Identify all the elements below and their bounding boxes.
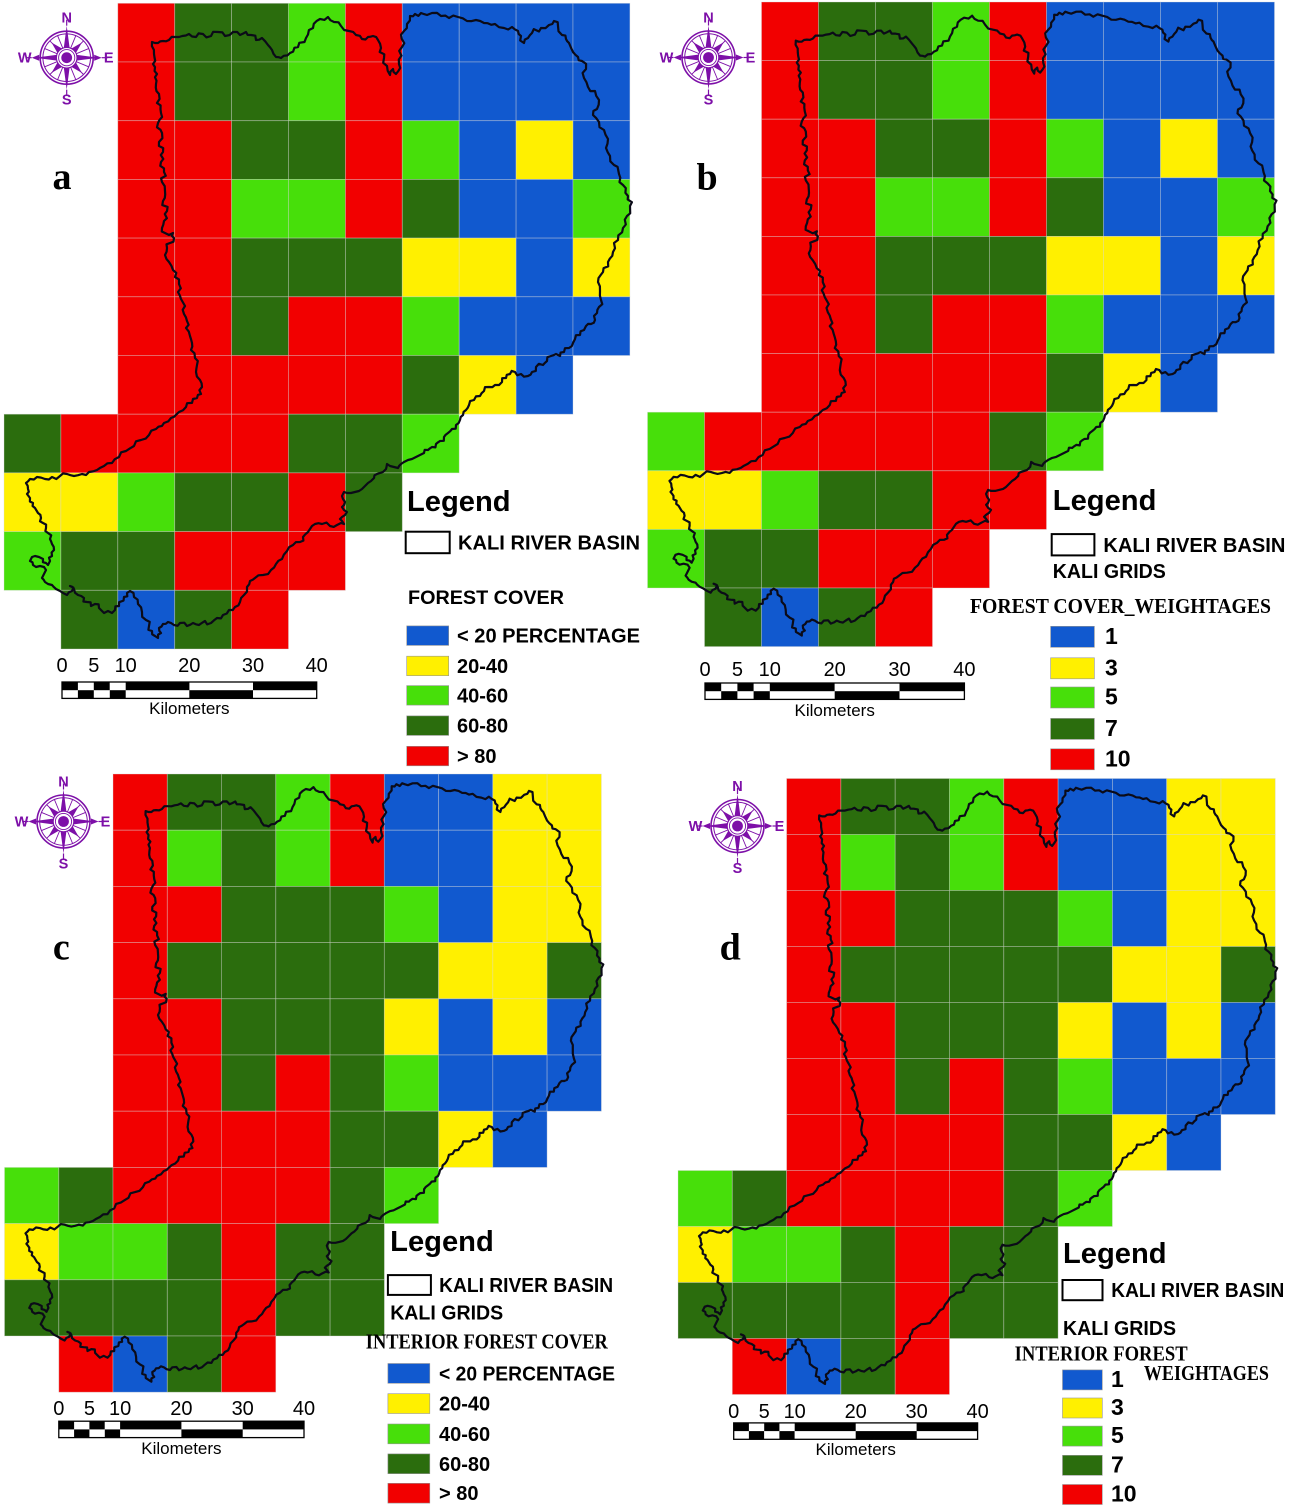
svg-text:0: 0: [728, 1401, 739, 1423]
svg-text:30: 30: [242, 655, 264, 677]
svg-text:Kilometers: Kilometers: [149, 699, 229, 718]
svg-text:Kilometers: Kilometers: [141, 1439, 221, 1458]
svg-text:E: E: [104, 51, 114, 67]
svg-text:S: S: [733, 861, 743, 877]
svg-text:3: 3: [1111, 1394, 1124, 1420]
svg-text:20: 20: [824, 659, 846, 681]
svg-text:> 80: > 80: [457, 746, 496, 768]
svg-text:W: W: [15, 815, 29, 831]
svg-text:5: 5: [1111, 1422, 1124, 1448]
svg-text:7: 7: [1111, 1451, 1124, 1477]
svg-text:S: S: [62, 93, 72, 109]
svg-text:Legend: Legend: [1063, 1238, 1167, 1270]
svg-text:W: W: [660, 51, 674, 67]
svg-text:10: 10: [1105, 745, 1131, 771]
svg-text:KALI GRIDS: KALI GRIDS: [390, 1302, 503, 1324]
svg-text:40: 40: [953, 659, 975, 681]
svg-text:10: 10: [759, 659, 781, 681]
svg-text:5: 5: [88, 655, 99, 677]
svg-text:N: N: [732, 779, 742, 795]
svg-text:20-40: 20-40: [439, 1394, 490, 1416]
svg-text:20-40: 20-40: [457, 656, 508, 678]
svg-text:5: 5: [732, 659, 743, 681]
svg-text:20: 20: [178, 655, 200, 677]
svg-text:< 20 PERCENTAGE: < 20 PERCENTAGE: [457, 626, 640, 648]
svg-text:INTERIOR FOREST: INTERIOR FOREST: [1015, 1341, 1188, 1365]
svg-text:Kilometers: Kilometers: [816, 1440, 896, 1459]
svg-text:10: 10: [784, 1401, 806, 1423]
svg-text:S: S: [704, 93, 714, 109]
svg-text:E: E: [746, 51, 756, 67]
svg-text:E: E: [775, 819, 785, 835]
svg-text:a: a: [53, 156, 72, 198]
svg-text:60-80: 60-80: [439, 1454, 490, 1476]
svg-text:FOREST COVER_WEIGHTAGES: FOREST COVER_WEIGHTAGES: [970, 594, 1271, 618]
svg-text:KALI RIVER BASIN: KALI RIVER BASIN: [439, 1275, 613, 1297]
svg-text:d: d: [720, 927, 741, 969]
svg-text:KALI GRIDS: KALI GRIDS: [1063, 1318, 1176, 1340]
svg-text:3: 3: [1105, 654, 1118, 680]
svg-text:Legend: Legend: [407, 486, 511, 518]
svg-text:W: W: [689, 819, 703, 835]
svg-text:30: 30: [888, 659, 910, 681]
svg-text:N: N: [61, 11, 71, 27]
svg-text:KALI RIVER BASIN: KALI RIVER BASIN: [1111, 1280, 1284, 1302]
svg-text:< 20 PERCENTAGE: < 20 PERCENTAGE: [439, 1363, 615, 1385]
svg-text:40-60: 40-60: [439, 1424, 490, 1446]
svg-text:N: N: [58, 775, 68, 791]
svg-text:5: 5: [1105, 684, 1118, 710]
svg-text:30: 30: [232, 1398, 254, 1420]
svg-text:40: 40: [293, 1398, 315, 1420]
svg-text:KALI RIVER BASIN: KALI RIVER BASIN: [458, 532, 640, 554]
svg-text:INTERIOR FOREST COVER: INTERIOR FOREST COVER: [366, 1329, 609, 1353]
svg-text:40: 40: [966, 1401, 988, 1423]
svg-text:N: N: [703, 11, 713, 27]
svg-text:1: 1: [1111, 1366, 1124, 1392]
svg-text:KALI RIVER BASIN: KALI RIVER BASIN: [1103, 535, 1285, 557]
svg-text:KALI GRIDS: KALI GRIDS: [1053, 561, 1166, 583]
svg-text:Legend: Legend: [1053, 485, 1157, 517]
svg-text:30: 30: [905, 1401, 927, 1423]
svg-text:5: 5: [84, 1398, 95, 1420]
svg-text:FOREST COVER: FOREST COVER: [408, 588, 564, 609]
svg-text:10: 10: [115, 655, 137, 677]
svg-text:20: 20: [845, 1401, 867, 1423]
svg-text:W: W: [18, 51, 32, 67]
svg-text:E: E: [101, 815, 111, 831]
svg-text:40: 40: [306, 655, 328, 677]
svg-text:1: 1: [1105, 623, 1118, 649]
svg-text:40-60: 40-60: [457, 685, 508, 707]
svg-text:10: 10: [109, 1398, 131, 1420]
svg-text:Kilometers: Kilometers: [795, 701, 875, 720]
svg-text:0: 0: [53, 1398, 64, 1420]
svg-text:60-80: 60-80: [457, 716, 508, 738]
svg-text:7: 7: [1105, 715, 1118, 741]
svg-text:10: 10: [1111, 1481, 1137, 1507]
svg-text:20: 20: [170, 1398, 192, 1420]
svg-text:b: b: [697, 157, 718, 199]
svg-text:S: S: [59, 857, 69, 873]
svg-text:0: 0: [699, 659, 710, 681]
svg-text:> 80: > 80: [439, 1483, 478, 1505]
svg-text:c: c: [53, 927, 70, 969]
svg-text:Legend: Legend: [390, 1226, 494, 1258]
svg-text:WEIGHTAGES: WEIGHTAGES: [1144, 1361, 1269, 1385]
svg-text:0: 0: [56, 655, 67, 677]
svg-text:5: 5: [759, 1401, 770, 1423]
